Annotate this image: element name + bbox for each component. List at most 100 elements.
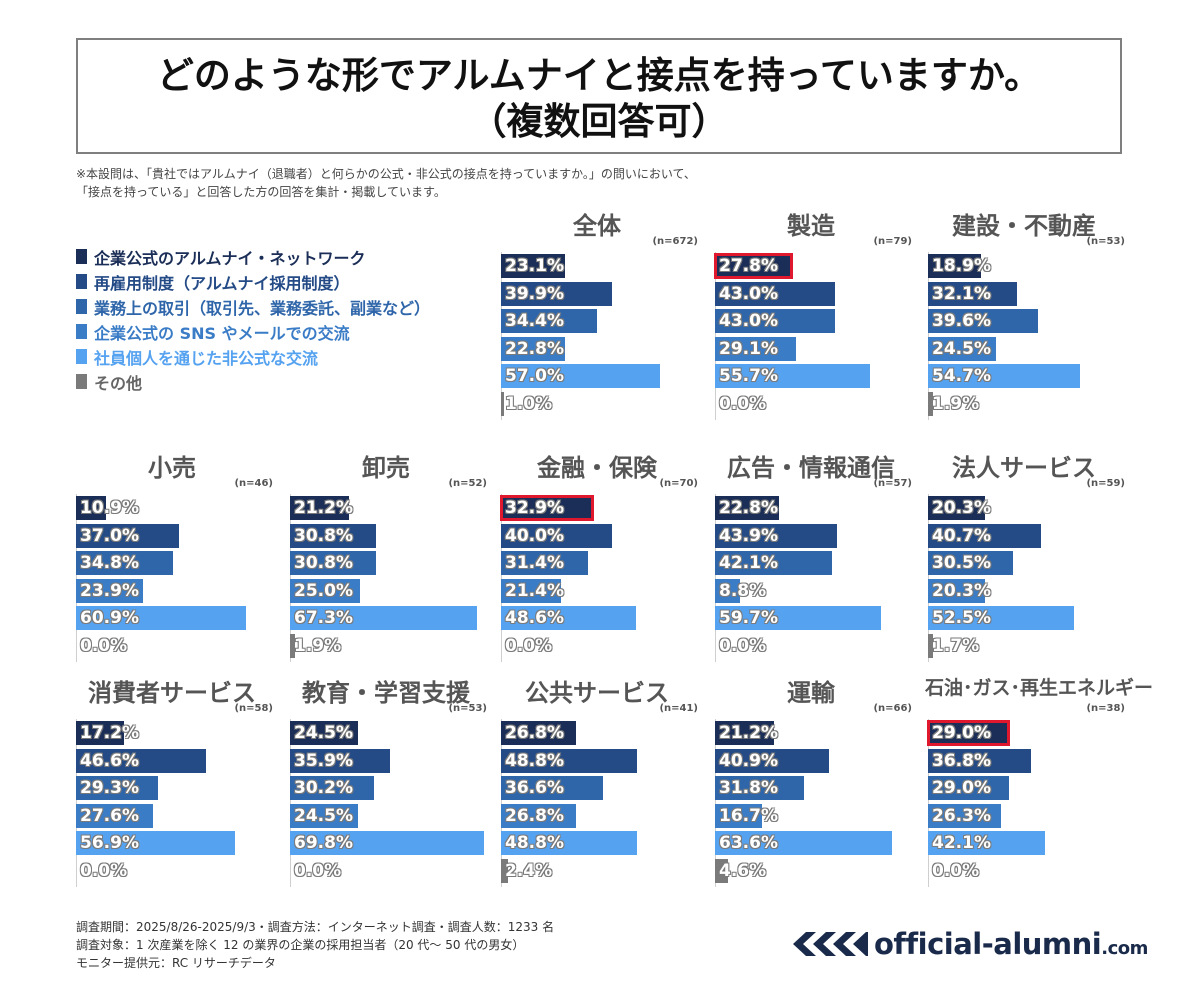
bar-value-label: 63.6% (719, 833, 778, 854)
bar-value-label: 40.7% (932, 525, 991, 546)
bar-value-label: 48.8% (505, 833, 564, 854)
sample-size-label: (n=672) (652, 236, 698, 247)
bar-value-label: 32.1% (932, 283, 991, 304)
bar (715, 364, 871, 389)
bar (928, 634, 933, 658)
bar-value-label: 46.6% (80, 750, 139, 771)
chart-axis (501, 252, 502, 420)
bar-value-label: 59.7% (719, 608, 778, 629)
bar (928, 336, 997, 361)
legend-item: 業務上の取引（取引先、業務委託、副業など） (76, 294, 430, 319)
bar-value-label: 48.8% (505, 750, 564, 771)
chart-title: 公共サービス (525, 679, 669, 707)
sample-size-label: (n=79) (873, 236, 912, 247)
chart-panel: 小売 (n=46) 10.9% 37.0% 34.8% 23.9% 60.9% 0.0% (73, 448, 273, 668)
bar-value-label: 29.3% (80, 778, 139, 799)
bar-value-label: 1.9% (294, 636, 342, 656)
bar-value-label: 25.0% (294, 580, 353, 601)
bar-value-label: 24.5% (294, 805, 353, 826)
bar-value-label: 2.4% (505, 861, 553, 881)
chart-axis (928, 719, 929, 887)
bar-value-label: 52.5% (932, 608, 991, 629)
chart-title: 全体 (573, 212, 621, 240)
chart-title: 金融・保険 (537, 454, 657, 482)
bar-value-label: 21.4% (505, 580, 564, 601)
bar (715, 281, 835, 306)
bar-value-label: 30.8% (294, 553, 353, 574)
bar-value-label: 36.6% (505, 778, 564, 799)
bar (501, 254, 566, 278)
chart-title: 広告・情報通信 (727, 454, 895, 482)
bar (501, 859, 508, 883)
survey-provider: モニター提供元：RC リサーチデータ (76, 956, 276, 970)
bar (928, 496, 985, 520)
chart-panel: 法人サービス (n=59) 20.3% 40.7% 30.5% 20.3% 52.5% 1.7… (925, 448, 1125, 668)
bar-value-label: 43.0% (719, 283, 778, 304)
bar (928, 776, 1009, 801)
sample-size-label: (n=66) (873, 703, 912, 714)
bar-value-label: 39.9% (505, 283, 564, 304)
bar-value-label: 1.0% (505, 394, 553, 414)
chart-axis (290, 494, 291, 662)
legend-item: 再雇用制度（アルムナイ採用制度） (76, 269, 430, 294)
bar-value-label: 31.4% (505, 553, 564, 574)
logo-suffix: .com (1101, 938, 1148, 959)
legend-label: 企業公式の SNS やメールでの交流 (94, 323, 350, 343)
bar-value-label: 4.6% (719, 861, 767, 881)
chart-panel: 建設・不動産 (n=53) 18.9% 32.1% 39.6% 24.5% 54.7% 1.9… (925, 206, 1125, 426)
bar (501, 721, 576, 745)
bar-value-label: 29.1% (719, 338, 778, 359)
bar-value-label: 36.8% (932, 750, 991, 771)
chart-panel: 広告・情報通信 (n=57) 22.8% 43.9% 42.1% 8.8% 59.7% 0.0… (712, 448, 912, 668)
chart-title: 石油･ガス･再生エネルギー (925, 677, 1154, 699)
chart-panel: 卸売 (n=52) 21.2% 30.8% 30.8% 25.0% 67.3% 1.9% (287, 448, 487, 668)
bar-value-label: 40.9% (719, 750, 778, 771)
bar (500, 495, 594, 521)
legend-item: 企業公式のアルムナイ・ネットワーク (76, 244, 430, 269)
bar (290, 776, 375, 801)
bar-value-label: 35.9% (294, 750, 353, 771)
chart-panel: 公共サービス (n=41) 26.8% 48.8% 36.6% 26.8% 48.8% 2.4… (498, 673, 698, 893)
legend-label: 業務上の取引（取引先、業務委託、副業など） (94, 298, 431, 318)
sample-size-label: (n=59) (1086, 478, 1125, 489)
chart-panel: 教育・学習支援 (n=53) 24.5% 35.9% 30.2% 24.5% 69.8% 0.… (287, 673, 487, 893)
bar-value-label: 42.1% (932, 833, 991, 854)
legend-swatch (76, 374, 87, 389)
chart-title: 建設・不動産 (952, 212, 1096, 240)
chart-title: 消費者サービス (88, 679, 256, 707)
page-subtitle: （複数回答可） (469, 100, 729, 143)
bar-value-label: 0.0% (80, 636, 128, 656)
legend-item: 企業公式の SNS やメールでの交流 (76, 319, 430, 344)
bar (290, 721, 359, 745)
bar-value-label: 16.7% (719, 805, 778, 826)
bar (290, 831, 485, 856)
bar (76, 496, 107, 520)
bar (927, 720, 1010, 746)
bar-value-label: 10.9% (80, 498, 139, 518)
legend-item: その他 (76, 369, 430, 394)
bar-value-label: 27.6% (80, 805, 139, 826)
bar-value-label: 31.8% (719, 778, 778, 799)
bar (501, 776, 603, 801)
legend-swatch (76, 299, 87, 314)
bar (290, 551, 376, 576)
legend-label: 企業公式のアルムナイ・ネットワーク (94, 248, 366, 268)
bar (715, 776, 804, 801)
legend-swatch (76, 249, 87, 264)
bar (501, 364, 660, 389)
bar-value-label: 27.8% (719, 256, 778, 276)
chart-axis (290, 719, 291, 887)
bar (715, 859, 728, 883)
survey-target: 調査対象：1 次産業を除く 12 の業界の企業の採用担当者（20 代～ 50 代… (76, 938, 525, 952)
chart-panel: 全体 (n=672) 23.1% 39.9% 34.4% 22.8% 57.0% 1.0% (498, 206, 698, 426)
bar (501, 831, 637, 856)
bar-value-label: 26.3% (932, 805, 991, 826)
bar-value-label: 29.0% (932, 723, 991, 743)
bar (501, 606, 637, 631)
bar (715, 309, 835, 334)
bar-value-label: 42.1% (719, 553, 778, 574)
bar-value-label: 21.2% (719, 723, 778, 743)
chart-axis (501, 719, 502, 887)
bar (501, 803, 576, 828)
bar-value-label: 20.3% (932, 498, 991, 518)
